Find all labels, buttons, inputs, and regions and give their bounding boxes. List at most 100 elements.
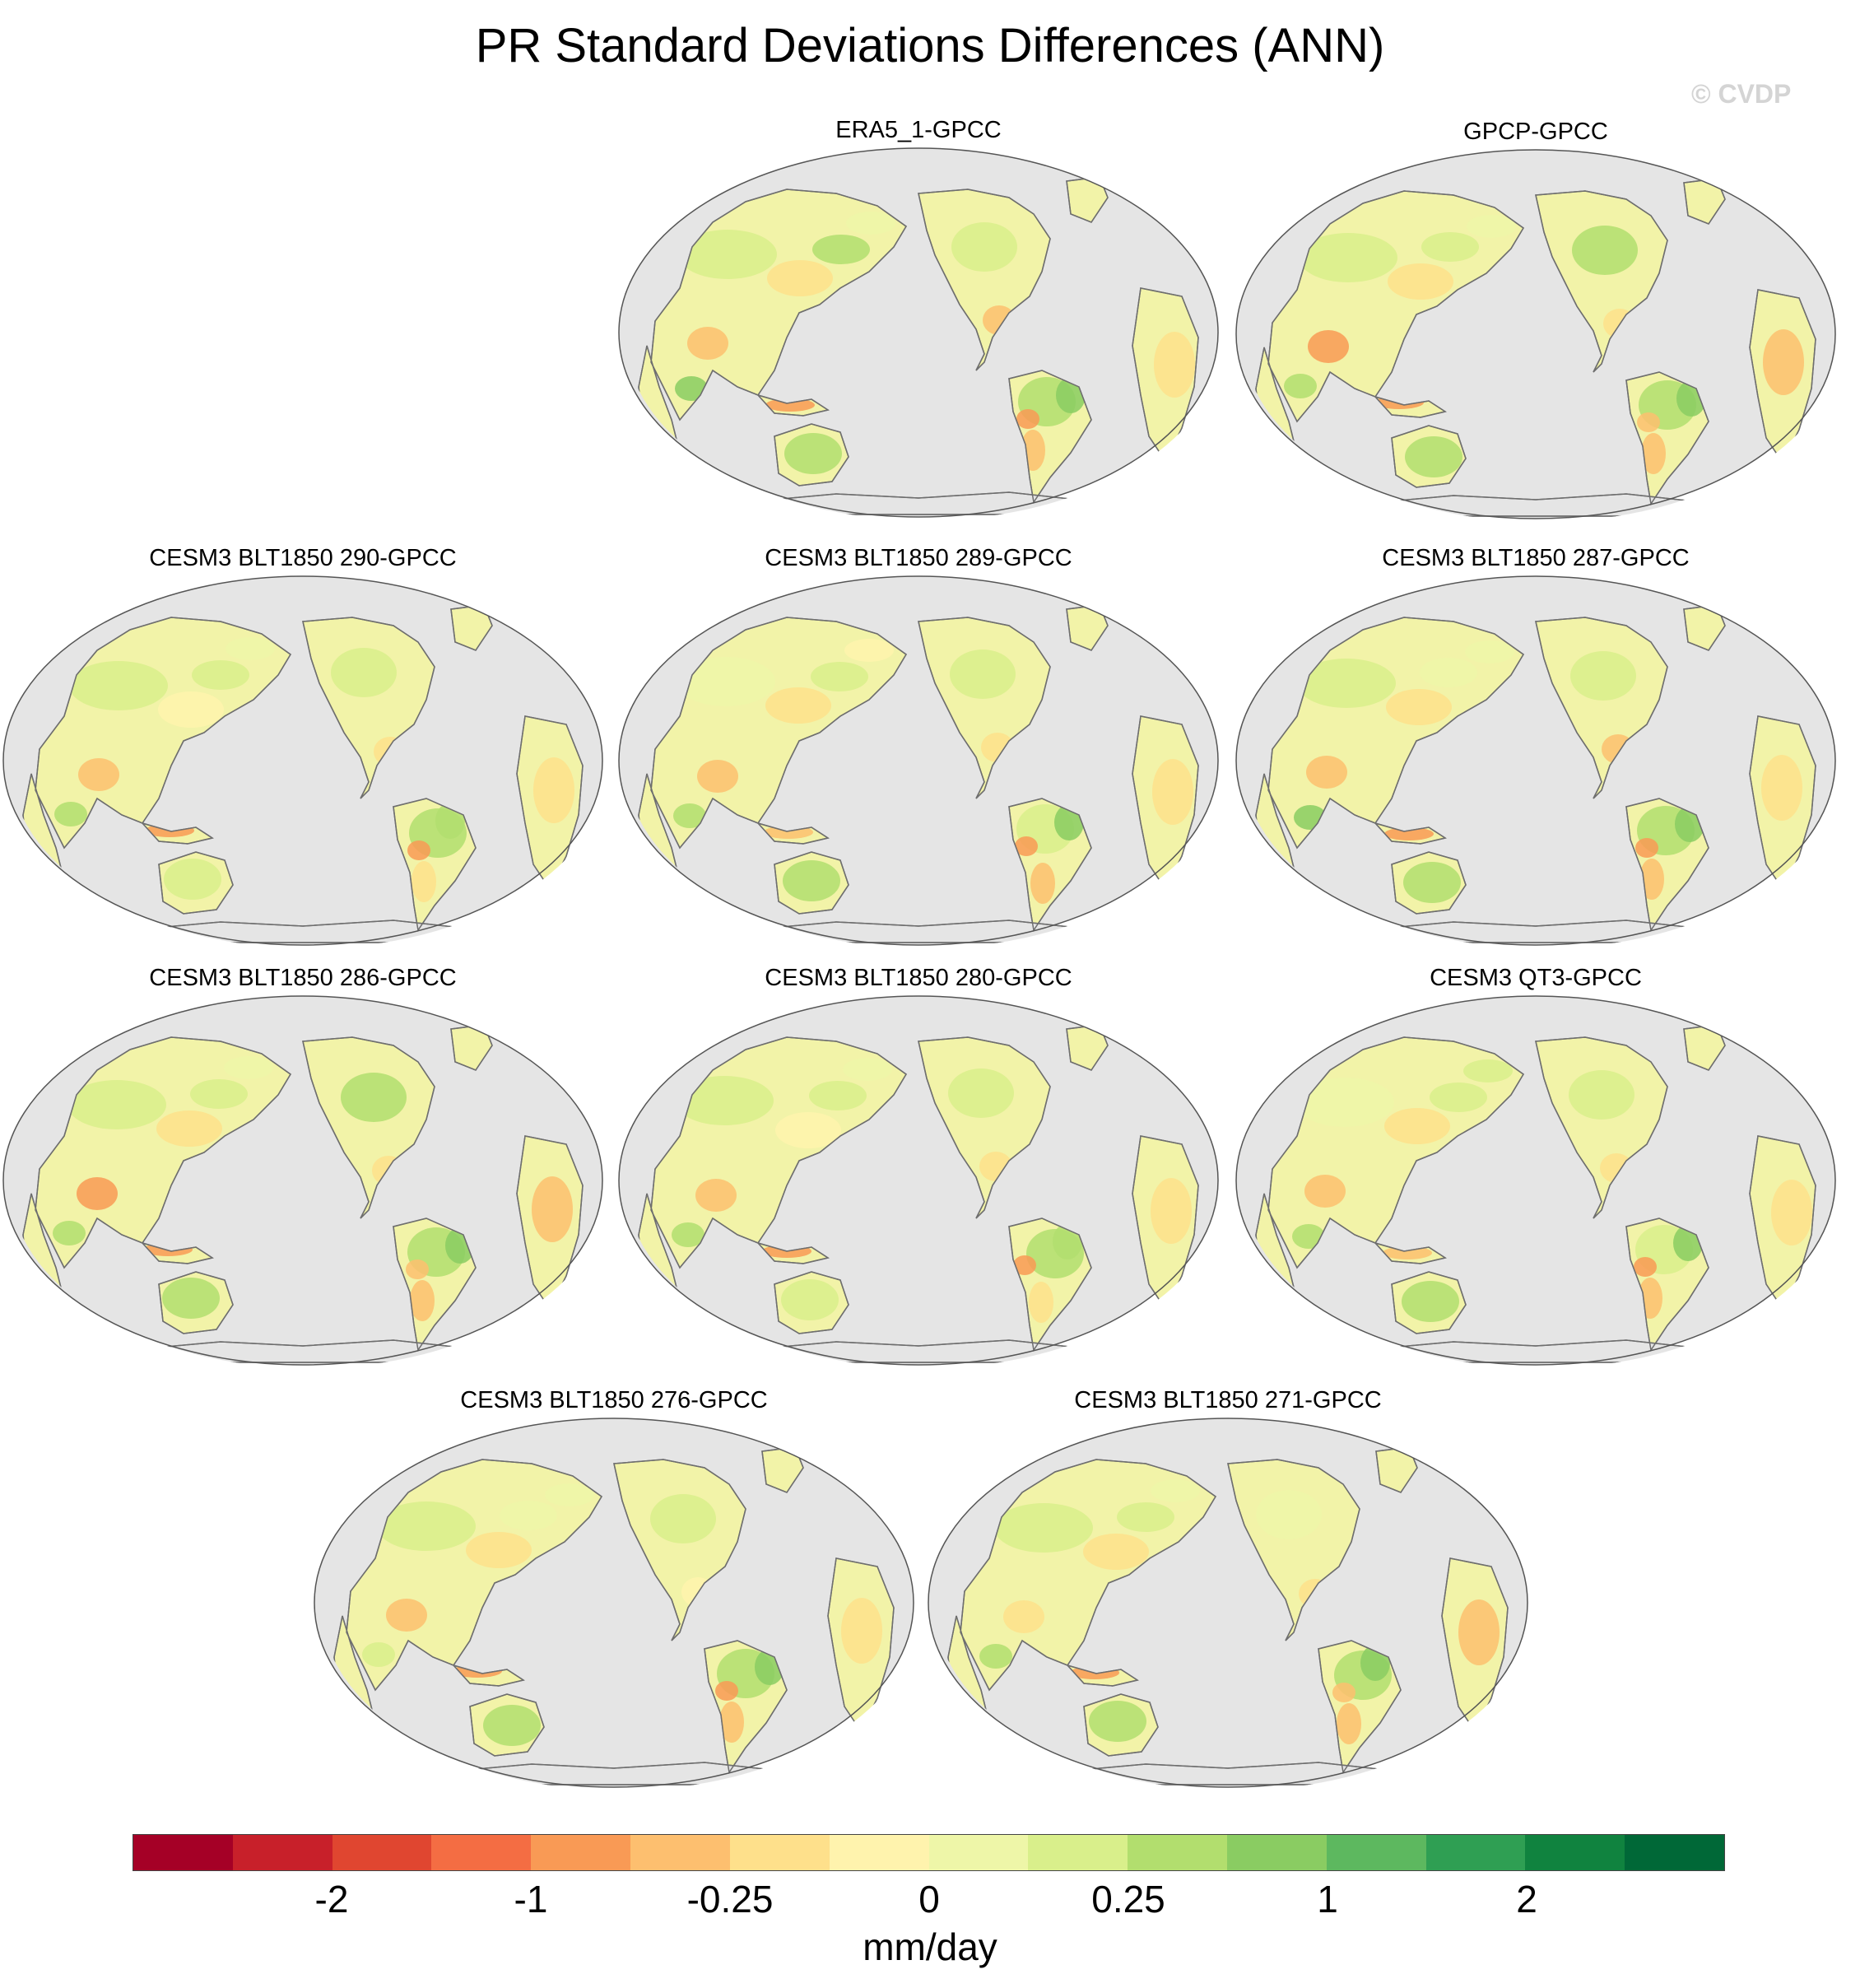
colorbar-tick-label: 2 xyxy=(1516,1878,1537,1920)
difference-patch xyxy=(1151,1178,1192,1244)
coastline xyxy=(1267,1036,1524,1269)
difference-patch xyxy=(1304,1175,1346,1208)
difference-patch xyxy=(1292,1224,1325,1249)
map-panel: CESM3 BLT1850 276-GPCC xyxy=(311,1385,917,1794)
difference-patch xyxy=(362,1642,395,1667)
difference-patch xyxy=(1117,1502,1174,1532)
difference-patch xyxy=(377,1501,476,1551)
colorbar-cell xyxy=(1425,1835,1526,1870)
colorbar-cell xyxy=(829,1835,929,1870)
coastline xyxy=(1083,1693,1159,1757)
coastline xyxy=(650,1036,907,1269)
difference-patch xyxy=(77,1177,118,1210)
map-panel: CESM3 BLT1850 286-GPCC xyxy=(0,963,606,1371)
difference-patch xyxy=(672,1222,704,1247)
difference-patch xyxy=(1016,409,1039,429)
difference-patch xyxy=(715,1681,738,1701)
coastline xyxy=(1535,1036,1668,1219)
coastline xyxy=(1625,798,1709,932)
coastline xyxy=(1008,798,1092,932)
difference-patch xyxy=(719,1702,744,1743)
map-border xyxy=(618,575,1219,946)
difference-patch xyxy=(190,1079,248,1109)
difference-patch xyxy=(846,212,895,235)
colorbar-tick-label: 0 xyxy=(918,1878,940,1920)
difference-patch xyxy=(1152,759,1193,825)
map-panel: CESM3 QT3-GPCC xyxy=(1233,963,1839,1371)
difference-patch xyxy=(69,661,168,710)
difference-patch xyxy=(341,1073,407,1122)
coastline xyxy=(1391,851,1467,915)
world-map xyxy=(1235,575,1836,946)
panel-title: CESM3 BLT1850 286-GPCC xyxy=(149,965,457,991)
difference-patch xyxy=(1332,1683,1355,1702)
difference-patch xyxy=(784,433,842,474)
coastline xyxy=(302,1036,435,1219)
difference-patch xyxy=(226,637,275,660)
difference-patch xyxy=(1771,1180,1812,1245)
colorbar-cell xyxy=(332,1835,432,1870)
difference-patch xyxy=(67,1080,166,1129)
world-map xyxy=(1235,149,1836,519)
coastline xyxy=(774,1271,849,1334)
coastline xyxy=(35,1036,291,1269)
coastline xyxy=(1318,1640,1402,1774)
coastline xyxy=(346,1459,602,1692)
map-border xyxy=(2,575,603,946)
difference-patch xyxy=(1403,862,1461,903)
difference-patch xyxy=(841,1598,882,1664)
world-map xyxy=(618,575,1219,946)
difference-patch xyxy=(1761,755,1802,821)
difference-patch xyxy=(844,639,894,662)
colorbar-tick-label: 1 xyxy=(1317,1878,1338,1920)
difference-patch xyxy=(1402,1281,1459,1322)
difference-patch xyxy=(950,649,1016,699)
coastline xyxy=(302,617,435,799)
map-border xyxy=(1235,575,1836,946)
colorbar-cell xyxy=(729,1835,830,1870)
difference-patch xyxy=(1083,1534,1149,1570)
coastline xyxy=(1008,1217,1092,1352)
difference-patch xyxy=(1284,374,1317,398)
difference-patch xyxy=(1003,1600,1044,1633)
difference-patch xyxy=(1295,1078,1394,1127)
difference-patch xyxy=(1637,412,1660,432)
coastline xyxy=(918,617,1051,799)
colorbar-tick-label: -0.25 xyxy=(686,1878,774,1920)
difference-patch xyxy=(406,1259,429,1279)
difference-patch xyxy=(1337,1703,1361,1744)
difference-patch xyxy=(1030,863,1055,904)
difference-patch xyxy=(483,1705,541,1746)
difference-patch xyxy=(767,260,833,296)
coastline xyxy=(1373,1241,1447,1264)
difference-patch xyxy=(1386,689,1452,725)
colorbar-cell xyxy=(1128,1835,1227,1870)
map-panel: CESM3 BLT1850 290-GPCC xyxy=(0,543,606,952)
difference-patch xyxy=(1306,756,1347,789)
map-panel: CESM3 BLT1850 289-GPCC xyxy=(616,543,1221,952)
colorbar xyxy=(133,1834,1725,1871)
coastline xyxy=(158,851,234,915)
colorbar-units: mm/day xyxy=(863,1925,997,1968)
coastline xyxy=(650,189,907,421)
world-map xyxy=(1235,995,1836,1366)
coastline xyxy=(1391,425,1467,488)
colorbar-cell xyxy=(1226,1835,1327,1870)
difference-patch xyxy=(1420,658,1477,687)
coastline xyxy=(756,1241,830,1264)
difference-patch xyxy=(500,1501,557,1530)
difference-patch xyxy=(812,235,870,264)
cvdp-watermark: © CVDP xyxy=(1691,79,1792,109)
coastline xyxy=(1065,1664,1139,1687)
panel-title: CESM3 BLT1850 287-GPCC xyxy=(1382,545,1690,571)
difference-patch xyxy=(410,1280,435,1321)
colorbar-cell xyxy=(232,1835,332,1870)
coastline xyxy=(393,1217,477,1352)
coastline xyxy=(774,851,849,915)
difference-patch xyxy=(1570,651,1636,701)
difference-patch xyxy=(224,1056,273,1079)
colorbar-tick-labels: -2 -1 -0.25 0 0.25 1 2 xyxy=(0,1877,1860,1926)
coastline xyxy=(650,617,907,850)
difference-patch xyxy=(532,1176,573,1242)
difference-patch xyxy=(673,803,706,828)
